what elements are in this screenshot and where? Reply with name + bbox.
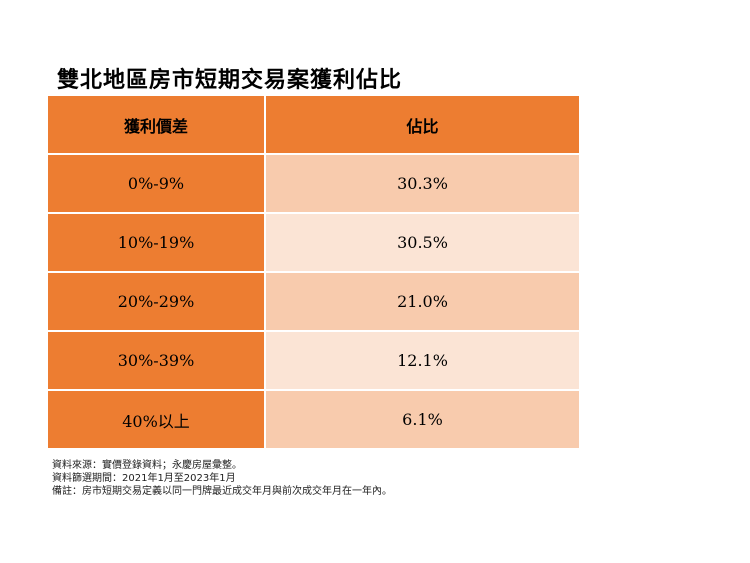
footnotes: 資料來源：實價登錄資料；永慶房屋彙整。 資料篩選期間：2021年1月至2023年…	[52, 459, 392, 498]
share-cell: 21.0%	[266, 273, 579, 330]
profit-share-table: 獲利價差 佔比 0%-9% 30.3% 10%-19% 30.5% 20%-29…	[48, 96, 579, 450]
table-row: 30%-39% 12.1%	[48, 332, 579, 389]
table-header-row: 獲利價差 佔比	[48, 96, 579, 153]
profit-range-cell: 10%-19%	[48, 214, 264, 271]
table-row: 10%-19% 30.5%	[48, 214, 579, 271]
definition-note: 備註：房市短期交易定義以同一門牌最近成交年月與前次成交年月在一年內。	[52, 486, 392, 497]
table-row: 20%-29% 21.0%	[48, 273, 579, 330]
table-row: 0%-9% 30.3%	[48, 155, 579, 212]
table-row: 40%以上 6.1%	[48, 391, 579, 448]
source-note: 資料來源：實價登錄資料；永慶房屋彙整。	[52, 460, 242, 471]
share-cell: 30.3%	[266, 155, 579, 212]
period-note: 資料篩選期間：2021年1月至2023年1月	[52, 473, 236, 484]
profit-range-cell: 30%-39%	[48, 332, 264, 389]
profit-range-cell: 0%-9%	[48, 155, 264, 212]
profit-range-cell: 40%以上	[48, 391, 264, 448]
share-cell: 30.5%	[266, 214, 579, 271]
header-share: 佔比	[266, 96, 579, 153]
page-title: 雙北地區房市短期交易案獲利佔比	[57, 67, 403, 93]
profit-range-cell: 20%-29%	[48, 273, 264, 330]
share-cell: 12.1%	[266, 332, 579, 389]
header-profit-range: 獲利價差	[48, 96, 264, 153]
share-cell: 6.1%	[266, 391, 579, 448]
